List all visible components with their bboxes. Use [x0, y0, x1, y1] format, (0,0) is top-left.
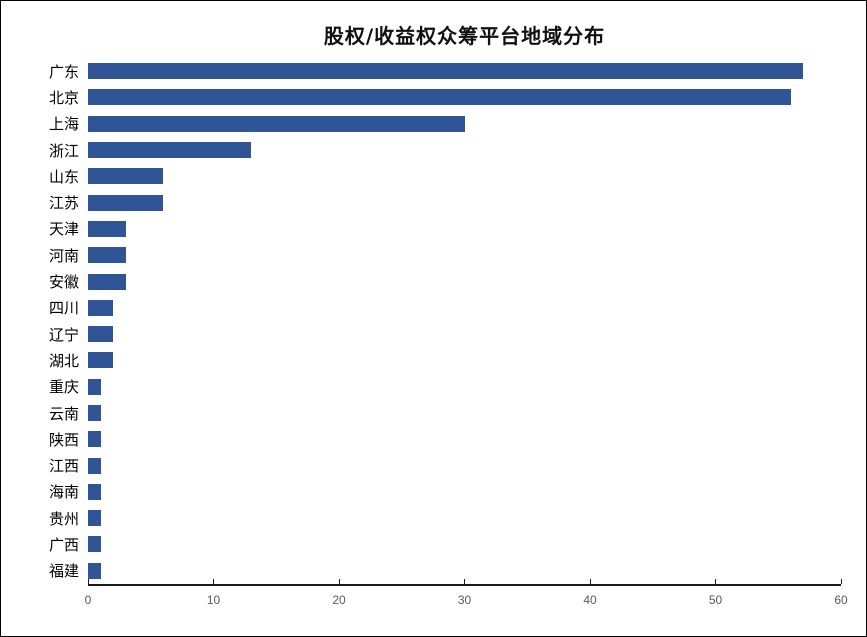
- bar-track: [88, 216, 841, 242]
- bar-track: [88, 347, 841, 373]
- bar: [88, 142, 252, 159]
- category-label: 江西: [48, 458, 79, 476]
- bar: [88, 536, 101, 553]
- bar-row: 广西: [1, 531, 866, 557]
- bar-row: 山东: [1, 163, 866, 189]
- bar: [88, 247, 126, 264]
- bar-track: [88, 321, 841, 347]
- bar-row: 安徽: [1, 268, 866, 294]
- category-label: 江苏: [48, 195, 79, 213]
- x-axis-tick-label: 10: [206, 593, 221, 607]
- bar-row: 广东: [1, 58, 866, 84]
- bar-row: 河南: [1, 242, 866, 268]
- x-axis-tick: [589, 579, 591, 584]
- bar-track: [88, 189, 841, 215]
- bar: [88, 562, 101, 579]
- bar-track: [88, 452, 841, 478]
- bar-row: 四川: [1, 295, 866, 321]
- category-label: 北京: [48, 89, 79, 107]
- bar-row: 陕西: [1, 426, 866, 452]
- x-axis-tick-label: 60: [834, 593, 848, 607]
- x-axis-line: [88, 584, 841, 586]
- bar-track: [88, 111, 841, 137]
- x-axis-tick-label: 30: [457, 593, 472, 607]
- x-axis-tick: [338, 579, 340, 584]
- category-label: 海南: [48, 484, 79, 502]
- bar-row: 福建: [1, 558, 866, 584]
- bar-track: [88, 268, 841, 294]
- chart-title: 股权/收益权众筹平台地域分布: [323, 24, 606, 48]
- x-axis-tick-label: 40: [583, 593, 597, 607]
- bar-track: [88, 163, 841, 189]
- bar-row: 上海: [1, 111, 866, 137]
- x-axis-tick: [213, 579, 214, 584]
- bar-row: 贵州: [1, 505, 866, 531]
- bar: [88, 352, 114, 369]
- category-label: 浙江: [48, 142, 79, 160]
- bar-row: 江西: [1, 452, 866, 478]
- x-axis-tick-label: 50: [708, 593, 723, 607]
- bar-track: [88, 295, 841, 321]
- bar-row: 北京: [1, 84, 866, 110]
- category-label: 福建: [48, 563, 79, 581]
- bar-row: 重庆: [1, 374, 866, 400]
- category-label: 天津: [48, 221, 79, 239]
- category-label: 云南: [48, 405, 79, 423]
- category-label: 广东: [48, 63, 79, 81]
- bar-row: 天津: [1, 216, 866, 242]
- bar-row: 湖北: [1, 347, 866, 373]
- bar: [88, 89, 791, 106]
- bar: [88, 273, 126, 290]
- bar: [88, 326, 114, 343]
- bar: [88, 194, 164, 211]
- bar: [88, 405, 101, 421]
- category-label: 重庆: [48, 379, 79, 397]
- bar-track: [88, 58, 841, 84]
- x-axis-tick: [464, 579, 465, 584]
- bar: [88, 483, 101, 500]
- bar-row: 海南: [1, 479, 866, 505]
- bar-track: [88, 400, 841, 426]
- bar: [88, 168, 164, 185]
- bar: [88, 510, 101, 527]
- x-axis-tick: [840, 579, 842, 584]
- bar-track: [88, 242, 841, 268]
- category-label: 贵州: [48, 510, 79, 528]
- bar-row: 江苏: [1, 189, 866, 215]
- bar-track: [88, 505, 841, 531]
- category-label: 山东: [48, 168, 79, 186]
- bar: [88, 220, 126, 237]
- bar: [88, 378, 101, 395]
- category-label: 广西: [48, 536, 79, 554]
- bar-track: [88, 374, 841, 400]
- category-label: 安徽: [48, 274, 79, 292]
- bar-track: [88, 479, 841, 505]
- category-label: 上海: [48, 116, 79, 134]
- category-label: 湖北: [48, 352, 79, 370]
- bar-row: 云南: [1, 400, 866, 426]
- bar-row: 辽宁: [1, 321, 866, 347]
- x-axis-tick-label: 0: [84, 593, 92, 607]
- bar-track: [88, 137, 841, 163]
- bar-rows-container: 广东北京上海浙江山东江苏天津河南安徽四川辽宁湖北重庆云南陕西江西海南贵州广西福建: [1, 58, 866, 584]
- category-label: 陕西: [48, 431, 79, 449]
- x-axis-tick: [715, 579, 716, 584]
- bar: [88, 299, 114, 316]
- bar-track: [88, 84, 841, 110]
- category-label: 辽宁: [48, 326, 79, 344]
- bar: [88, 431, 101, 448]
- bar: [88, 457, 101, 474]
- bar-track: [88, 531, 841, 557]
- category-label: 河南: [48, 247, 79, 265]
- bar-row: 浙江: [1, 137, 866, 163]
- x-axis-tick: [87, 579, 89, 584]
- bar: [88, 115, 465, 132]
- x-axis-tick-label: 20: [332, 593, 346, 607]
- bar-track: [88, 426, 841, 452]
- bar-track: [88, 558, 841, 584]
- bar: [88, 63, 804, 80]
- category-label: 四川: [48, 300, 79, 318]
